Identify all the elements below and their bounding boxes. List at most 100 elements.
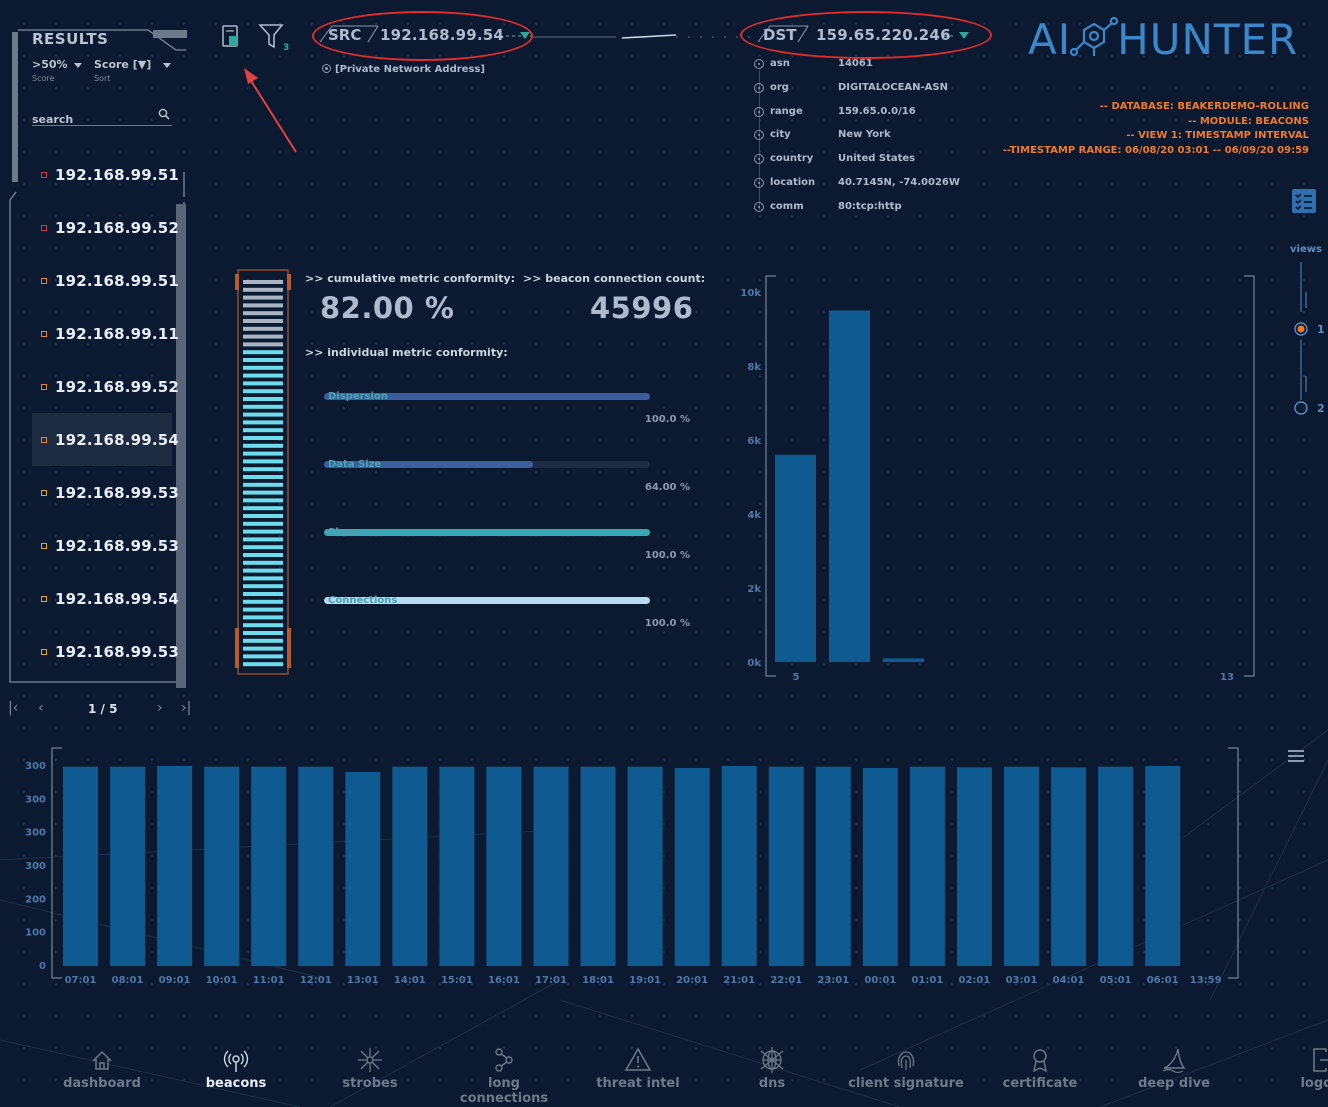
result-item[interactable]: 192.168.99.53 xyxy=(32,519,179,572)
sort-select[interactable]: Score [▼] Sort xyxy=(94,58,172,83)
nav-beacons[interactable]: beacons xyxy=(176,1040,296,1091)
result-item[interactable]: 192.168.99.51 xyxy=(32,254,179,307)
metric-name: Dispersion xyxy=(328,391,388,402)
meter-segment xyxy=(243,537,283,542)
beacon-icon xyxy=(223,1050,249,1072)
chart2-bar xyxy=(392,766,428,966)
nav-label: dns xyxy=(758,1076,786,1091)
view-1-radio[interactable] xyxy=(1294,322,1308,336)
results-list: 192.168.99.51 192.168.99.52 192.168.99.51 1… xyxy=(32,148,179,678)
first-page-button[interactable]: |‹ xyxy=(8,700,19,716)
meter-segment xyxy=(243,615,283,620)
info-key: range xyxy=(770,105,803,117)
chart2-x-tick: 16:01 xyxy=(488,975,520,986)
src-ip[interactable]: 192.168.99.54 xyxy=(380,26,505,44)
nav-label: threat intel xyxy=(596,1076,680,1091)
nav-deep-dive[interactable]: deep dive xyxy=(1114,1040,1234,1091)
dst-ip[interactable]: 159.65.220.246 xyxy=(816,26,951,44)
search-field[interactable] xyxy=(32,108,172,126)
logo-text-ai: AI xyxy=(1028,15,1072,64)
result-item[interactable]: 192.168.99.54 xyxy=(32,413,179,466)
filter-icon[interactable]: 3 xyxy=(258,22,290,52)
result-ip: 192.168.99.51 xyxy=(55,271,180,290)
chart2-x-tick: 21:01 xyxy=(723,975,755,986)
shark-fin-icon xyxy=(1162,1048,1186,1074)
chart2-y-tick: 200 xyxy=(25,894,46,905)
score-indicator xyxy=(41,383,47,390)
result-item[interactable]: 192.168.99.52 xyxy=(32,360,179,413)
chart1-y-tick: 10k xyxy=(740,288,761,299)
result-item[interactable]: 192.168.99.54 xyxy=(32,572,179,625)
chart2-x-tick: 19:01 xyxy=(629,975,661,986)
meter-segment xyxy=(243,545,283,550)
meter-segment xyxy=(243,553,283,557)
chart2-bar xyxy=(956,767,992,966)
chart2-bar xyxy=(486,766,522,966)
score-indicator xyxy=(41,171,47,178)
meter-segment xyxy=(243,326,283,331)
chart2-y-tick: 300 xyxy=(25,794,46,805)
nav-long-connections[interactable]: long connections xyxy=(444,1040,564,1106)
result-item[interactable]: 192.168.99.52 xyxy=(32,201,179,254)
result-ip: 192.168.99.52 xyxy=(55,377,180,396)
score-filter-select[interactable]: >50% Score xyxy=(32,58,82,83)
view-1-label[interactable]: 1 xyxy=(1317,323,1325,336)
info-icon xyxy=(322,64,331,73)
results-title: RESULTS xyxy=(32,30,109,48)
pin-icon xyxy=(754,201,764,212)
home-icon xyxy=(92,1050,112,1070)
meter-segment xyxy=(243,303,283,308)
chart2-bar xyxy=(298,766,334,966)
result-item[interactable]: 192.168.99.11 xyxy=(32,307,179,360)
search-input[interactable] xyxy=(32,113,152,126)
views-label: views xyxy=(1290,244,1322,255)
nav-dashboard[interactable]: dashboard xyxy=(42,1040,162,1091)
nav-dns[interactable]: dns xyxy=(712,1040,832,1091)
checklist-icon[interactable] xyxy=(1292,189,1316,213)
report-icon[interactable] xyxy=(220,24,242,50)
last-page-button[interactable]: ›| xyxy=(181,700,192,716)
meter-segment xyxy=(243,506,283,511)
chart-menu-icon[interactable] xyxy=(1288,750,1304,762)
prev-page-button[interactable]: ‹ xyxy=(38,700,44,716)
chart2-y-tick: 0 xyxy=(39,961,46,972)
result-item[interactable]: 192.168.99.53 xyxy=(32,466,179,519)
meter-segment xyxy=(243,319,283,323)
meta-line: --TIMESTAMP RANGE: 06/08/20 03:01 -- 06/… xyxy=(1002,144,1309,156)
filter-count: 3 xyxy=(283,43,289,52)
result-ip: 192.168.99.53 xyxy=(55,536,180,555)
result-ip: 192.168.99.54 xyxy=(55,430,180,449)
chart2-y-tick: 300 xyxy=(25,828,46,839)
chart2-x-tick: 22:01 xyxy=(770,975,802,986)
metric-name: Data Size xyxy=(328,459,382,470)
warning-icon xyxy=(624,1047,652,1071)
session-meta: -- DATABASE: BEAKERDEMO-ROLLING -- MODULE… xyxy=(1003,100,1309,158)
meter-segment xyxy=(243,568,283,573)
nav-strobes[interactable]: strobes xyxy=(310,1040,430,1091)
search-icon[interactable] xyxy=(158,108,170,120)
chart2-x-tick: 14:01 xyxy=(394,975,426,986)
score-indicator xyxy=(41,330,47,337)
meter-segment xyxy=(243,295,283,300)
dst-info-country: country United States xyxy=(754,153,994,169)
nav-client-signature[interactable]: client signature xyxy=(846,1040,966,1091)
meter-segment xyxy=(243,280,283,284)
nav-logout[interactable]: logout xyxy=(1264,1040,1328,1091)
chart2-bar xyxy=(909,766,945,966)
view-2-radio[interactable] xyxy=(1294,401,1308,415)
nav-certificate[interactable]: certificate xyxy=(980,1040,1100,1091)
meter-segment xyxy=(243,654,283,659)
meta-line: -- VIEW 1: TIMESTAMP INTERVAL xyxy=(1126,130,1309,141)
meter-segment xyxy=(243,514,283,518)
meter-segment xyxy=(243,623,283,628)
chart1-bar xyxy=(829,310,870,662)
next-page-button[interactable]: › xyxy=(157,700,163,716)
nav-label: deep dive xyxy=(1138,1076,1210,1091)
nav-threat-intel[interactable]: threat intel xyxy=(578,1040,698,1091)
meter-segment xyxy=(243,311,283,316)
result-item[interactable]: 192.168.99.53 xyxy=(32,625,179,678)
view-2-label[interactable]: 2 xyxy=(1317,402,1325,415)
chevron-down-icon xyxy=(163,62,172,68)
chart2-x-tick: 10:01 xyxy=(206,975,238,986)
result-item[interactable]: 192.168.99.51 xyxy=(32,148,179,201)
